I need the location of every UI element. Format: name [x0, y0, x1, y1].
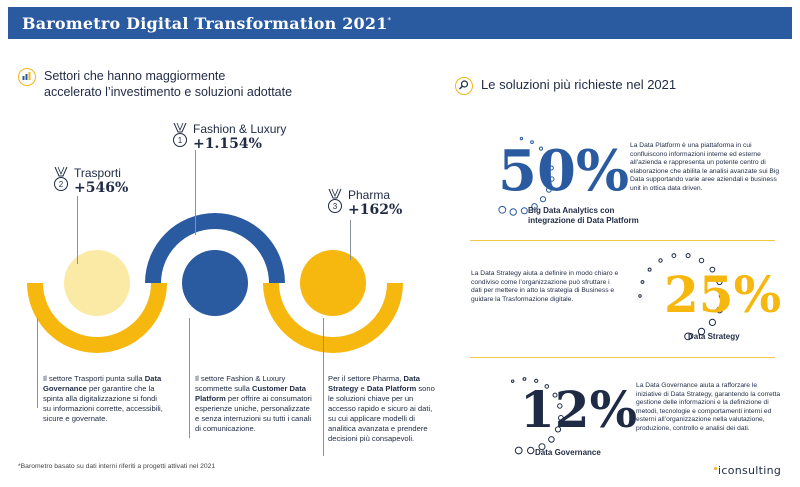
- ring-dot: [548, 436, 555, 443]
- sector-value-fashion: +1.154%: [193, 136, 262, 152]
- ring-dot: [640, 280, 645, 284]
- page-title: Barometro Digital Transformation 2021*: [22, 14, 392, 33]
- ring-dot: [716, 278, 723, 286]
- ring-dot: [530, 140, 534, 145]
- fashion-circle: [182, 250, 248, 316]
- ring-dot: [552, 392, 558, 398]
- pharma-arc: [263, 283, 403, 353]
- ring-dot: [534, 378, 539, 383]
- desc-12: La Data Governance aiuta a rafforzare le…: [636, 382, 781, 432]
- svg-text:1: 1: [178, 136, 183, 145]
- ring-dot: [716, 306, 723, 314]
- sector-name-fashion: Fashion & Luxury: [193, 122, 287, 136]
- ring-dot: [697, 327, 706, 336]
- ring-dot: [546, 186, 552, 193]
- ring-dot: [557, 403, 563, 409]
- trasporti-connector-top: [77, 196, 78, 264]
- title-bar: Barometro Digital Transformation 2021*: [8, 7, 792, 39]
- ring-dot: [558, 415, 564, 421]
- pct-25: 25%: [664, 265, 782, 324]
- trasporti-connector-bottom: [37, 318, 38, 408]
- sector-pharma: 3 Pharma +162%: [327, 188, 402, 219]
- ring-dot: [549, 176, 555, 182]
- ring-dot: [531, 203, 538, 210]
- ring-12: [511, 377, 564, 455]
- ring-dot: [658, 258, 663, 263]
- ring-dot: [685, 253, 691, 259]
- fashion-connector-bottom: [189, 318, 190, 438]
- left-section-heading: Settori che hanno maggiormente accelerat…: [18, 68, 292, 100]
- ring-dot: [538, 146, 544, 151]
- pharma-connector-bottom: [323, 318, 324, 456]
- right-heading: Le soluzioni più richieste nel 2021: [481, 77, 677, 92]
- separator: [470, 357, 775, 358]
- medal-icon: 2: [54, 166, 68, 191]
- ring-dot: [647, 267, 652, 272]
- ring-dot: [638, 294, 642, 298]
- ring-dot: [708, 318, 717, 326]
- sector-trasporti: 2 Trasporti +546%: [53, 166, 128, 197]
- label-12: Data Governance: [535, 448, 601, 457]
- pharma-connector-top: [350, 220, 351, 260]
- ring-dot: [545, 155, 550, 160]
- fashion-arc: [145, 213, 285, 283]
- ring-dot: [554, 426, 562, 433]
- medal-icon: 3: [328, 188, 342, 213]
- ring-dot: [522, 377, 527, 381]
- footnote: *Barometro basato su dati interni riferi…: [18, 463, 216, 470]
- ring-dot: [539, 196, 547, 203]
- ring-dot: [519, 136, 524, 141]
- brand-logo: iconsulting: [713, 464, 782, 477]
- ring-dot: [548, 165, 554, 171]
- pct-50: 50%: [498, 138, 630, 204]
- desc-fashion: Il settore Fashion & Luxury scommette su…: [195, 374, 312, 433]
- ring-50: [498, 136, 555, 216]
- ring-dot: [684, 332, 692, 341]
- sector-name-trasporti: Trasporti: [74, 166, 121, 180]
- ring-dot: [671, 253, 677, 259]
- sector-value-pharma: +162%: [348, 202, 403, 218]
- desc-50: La Data Platform è una piattaforma in cu…: [630, 142, 780, 192]
- desc-trasporti: Il settore Trasporti punta sulla Data Go…: [43, 374, 163, 423]
- magnifier-icon: [455, 77, 473, 95]
- left-heading-line1: Settori che hanno maggiormente: [44, 69, 226, 83]
- ring-dot: [520, 207, 528, 215]
- separator: [470, 240, 775, 241]
- label-25: Data Strategy: [688, 332, 740, 341]
- bar-chart-icon: [18, 68, 36, 86]
- ring-dot: [544, 384, 550, 389]
- pharma-circle: [300, 250, 366, 316]
- ring-dot: [498, 205, 507, 214]
- ring-dot: [511, 379, 515, 383]
- desc-25: La Data Strategy aiuta a definire in mod…: [471, 270, 619, 303]
- ring-25: [638, 253, 726, 341]
- ring-dot: [709, 266, 716, 273]
- left-heading-line2: accelerato l’investimento e soluzioni ad…: [44, 85, 293, 99]
- trasporti-circle: [64, 250, 130, 316]
- ring-dot: [527, 446, 535, 455]
- svg-text:2: 2: [59, 180, 64, 189]
- ring-dot: [514, 446, 523, 455]
- sector-fashion: 1 Fashion & Luxury +1.154%: [172, 122, 286, 153]
- ring-dot: [538, 443, 546, 451]
- pct-12: 12%: [520, 380, 638, 439]
- ring-dot: [698, 257, 705, 264]
- ring-dot: [509, 208, 517, 216]
- sector-name-pharma: Pharma: [348, 188, 391, 202]
- sector-value-trasporti: +546%: [74, 180, 129, 196]
- svg-text:3: 3: [333, 202, 338, 211]
- medal-icon: 1: [173, 122, 187, 147]
- right-section-heading: Le soluzioni più richieste nel 2021: [455, 77, 676, 95]
- desc-pharma: Per il settore Pharma, Data Strategy e D…: [328, 374, 435, 443]
- label-50: Big Data Analytics con integrazione di D…: [528, 206, 639, 225]
- trasporti-arc: [27, 283, 167, 353]
- ring-dot: [718, 292, 726, 300]
- fashion-connector-top: [195, 150, 196, 235]
